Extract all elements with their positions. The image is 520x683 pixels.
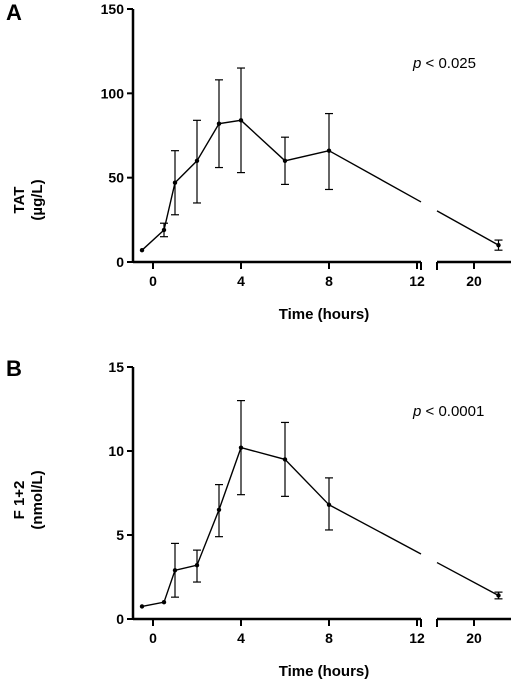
series-line-b <box>141 446 330 608</box>
data-point-b <box>139 604 145 609</box>
x-axis-title-a: Time (hours) <box>279 306 370 323</box>
data-point-a <box>282 158 288 163</box>
data-point-b <box>282 457 288 462</box>
y-axis-title-b-line2: (nmol/L) <box>29 470 46 529</box>
panel-b: B F 1+2 (nmol/L) Time (hours) p < 0.0001… <box>6 356 511 680</box>
y-axis-title-a-line1: TAT <box>11 187 28 214</box>
x-tick-label-a: 8 <box>325 273 333 289</box>
data-point-b <box>161 600 167 605</box>
y-axis-title-a: TAT (µg/L) <box>11 179 46 220</box>
x-tick-label-b: 4 <box>237 630 245 646</box>
x-tick-label-a: 20 <box>466 273 482 289</box>
p-value-text-b: < 0.0001 <box>421 403 484 420</box>
data-point-a <box>139 247 145 253</box>
data-point-a <box>496 242 501 248</box>
data-point-b <box>172 568 178 573</box>
series-line-segment-a <box>436 210 499 246</box>
data-point-a <box>172 180 178 185</box>
p-value-symbol-b: p <box>412 403 421 420</box>
data-point-b <box>326 502 332 507</box>
plot-area-a: 0 50 100 150 0 4 8 12 20 <box>101 1 511 289</box>
x-tick-label-b: 8 <box>325 630 333 646</box>
y-axis-title-b: F 1+2 (nmol/L) <box>11 470 46 529</box>
y-tick-label-b: 10 <box>108 443 124 459</box>
data-point-a <box>238 118 244 123</box>
y-tick-label-b: 5 <box>116 527 124 543</box>
y-tick-label-b: 0 <box>116 611 124 627</box>
series-line-a <box>141 119 330 251</box>
p-value-annotation-a: p < 0.025 <box>412 55 476 72</box>
p-value-symbol-a: p <box>412 55 421 72</box>
y-tick-label-a: 0 <box>116 254 124 270</box>
y-tick-label-a: 50 <box>108 170 124 186</box>
y-axis-title-a-line2: (µg/L) <box>29 179 46 220</box>
y-tick-label-b: 15 <box>108 359 124 375</box>
x-axis-title-b: Time (hours) <box>279 663 370 680</box>
y-tick-label-a: 100 <box>101 85 125 101</box>
y-axis-title-b-line1: F 1+2 <box>11 481 28 520</box>
data-point-a <box>326 148 332 153</box>
data-point-a <box>194 158 200 163</box>
panel-label-a: A <box>6 0 22 25</box>
series-line-segment-a <box>328 150 422 203</box>
data-point-a <box>216 121 222 126</box>
p-value-annotation-b: p < 0.0001 <box>412 403 484 420</box>
p-value-text-a: < 0.025 <box>421 55 476 72</box>
data-point-b <box>238 445 244 450</box>
x-tick-label-b: 12 <box>409 630 425 646</box>
series-line-segment-b <box>328 504 422 555</box>
series-line-segment-b <box>436 561 499 597</box>
x-tick-label-a: 4 <box>237 273 245 289</box>
x-tick-label-a: 12 <box>409 273 425 289</box>
x-tick-label-a: 0 <box>149 273 157 289</box>
panel-label-b: B <box>6 356 22 381</box>
y-tick-label-a: 150 <box>101 1 125 17</box>
data-point-b <box>194 563 200 568</box>
data-point-a <box>161 227 167 233</box>
plot-area-b: 0 5 10 15 0 4 8 12 20 <box>108 359 511 646</box>
x-tick-label-b: 0 <box>149 630 157 646</box>
x-tick-label-b: 20 <box>466 630 482 646</box>
data-point-b <box>496 593 501 598</box>
data-point-b <box>216 507 222 512</box>
panel-a: A TAT (µg/L) Time (hours) p < 0.025 0 50 1… <box>6 0 511 323</box>
